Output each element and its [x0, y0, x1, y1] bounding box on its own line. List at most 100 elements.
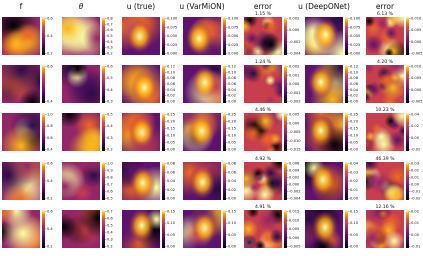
heatmap-panel	[244, 113, 282, 151]
heatmap-peak	[126, 19, 154, 54]
heatmap-blob	[388, 130, 404, 150]
heatmap-blob	[366, 35, 384, 54]
heatmap-peak	[188, 113, 216, 149]
colorbar-tick-label: -0.004	[289, 197, 301, 201]
heatmap-blob	[366, 162, 380, 173]
colorbar-tick-label: 0.000	[167, 52, 178, 56]
heatmap-panel	[366, 113, 404, 151]
colorbar-tick-label: 0.02	[411, 169, 419, 173]
colorbar-tick-label: -0.005	[411, 100, 423, 104]
colorbar-tick-label: 0.05	[228, 141, 236, 145]
heatmap-panel	[305, 17, 343, 55]
heatmap-panel	[122, 210, 160, 248]
heatmap-panel	[62, 162, 100, 200]
colorbar-tick-label: 0.000	[228, 52, 239, 56]
colorbar-tick-label: 0.06	[228, 82, 237, 86]
colorbar-tick-label: 0.005	[411, 76, 421, 80]
colorbar-tick-label: 0.4	[107, 40, 113, 44]
heatmap-panel	[366, 162, 404, 200]
heatmap-blob	[244, 123, 263, 143]
colorbar-tick-label: 0.15	[350, 127, 358, 131]
colorbar-tick-label: 0.015	[289, 210, 299, 214]
colorbar-tick-label: 0.5	[107, 224, 113, 228]
colorbar	[406, 210, 409, 248]
colorbar-tick-label: 0.04	[350, 162, 359, 166]
colorbar-tick-label: 0.08	[167, 162, 176, 166]
colorbar-tick-label: -0.005	[411, 52, 423, 56]
colorbar-tick-label: 0.3	[107, 238, 113, 242]
colorbar-tick-label: 0.10	[167, 221, 176, 225]
heatmap-blob	[2, 182, 37, 200]
heatmap-blob	[366, 65, 375, 74]
colorbar-tick-label: 0.000	[289, 183, 300, 187]
heatmap-blob	[244, 65, 264, 84]
heatmap-blob	[82, 23, 100, 53]
colorbar-tick-label: 0.15	[228, 210, 236, 214]
colorbar-tick-label: 0.050	[350, 34, 361, 38]
heatmap-blob	[78, 210, 100, 239]
colorbar-tick-label: 0.10	[350, 221, 359, 225]
heatmap-peak	[129, 165, 156, 200]
heatmap-peak	[307, 113, 335, 148]
colorbar-tick-label: 0.25	[350, 113, 358, 117]
colorbar-tick-label: 0.00	[350, 245, 359, 249]
colorbar-tick-label: 0.00	[167, 148, 176, 152]
colorbar-tick-label: 0.20	[167, 120, 176, 124]
colorbar-tick-label: 0.000	[289, 121, 300, 125]
heatmap-blob	[366, 17, 376, 28]
heatmap-blob	[244, 82, 252, 95]
colorbar-tick-label: 0.2	[47, 52, 53, 56]
heatmap-panel	[244, 17, 282, 55]
colorbar-tick-label: 0.010	[411, 17, 422, 21]
colorbar-tick-label: 1.0	[107, 162, 113, 166]
heatmap-blob	[249, 181, 260, 193]
heatmap-panel	[122, 162, 160, 200]
colorbar-tick-label: 0.2	[107, 245, 113, 249]
heatmap-peak	[131, 70, 158, 103]
heatmap-blob	[387, 185, 404, 200]
colorbar-tick-label: 0.006	[289, 162, 300, 166]
colorbar-tick-label: 0.2	[47, 197, 53, 201]
colorbar-tick-label: 0.20	[350, 120, 359, 124]
heatmap-panel	[366, 17, 404, 55]
colorbar-tick-label: 0.050	[167, 34, 178, 38]
colorbar-tick-label: 0.4	[107, 124, 113, 128]
heatmap-peak	[311, 210, 339, 245]
heatmap-blob	[244, 219, 259, 239]
column-header: u (true)	[127, 2, 155, 11]
heatmap-panel	[122, 113, 160, 151]
heatmap-blob	[244, 234, 258, 248]
heatmap-panel	[183, 210, 221, 248]
colorbar-tick-label: 0.4	[47, 148, 53, 152]
colorbar-tick-label: 0.05	[167, 141, 175, 145]
heatmap-panel	[183, 65, 221, 103]
colorbar-tick-label: 0.00	[228, 197, 237, 201]
colorbar	[284, 113, 287, 151]
heatmap-blob	[264, 75, 276, 86]
colorbar-tick-label: 0.4	[107, 231, 113, 235]
colorbar-tick-label: 0.5	[107, 113, 113, 117]
colorbar-tick-label: 0.5	[107, 197, 113, 201]
colorbar-tick-label: 0.04	[167, 179, 176, 183]
column-header: error	[254, 2, 273, 11]
colorbar-tick-label: 0.7	[107, 210, 113, 214]
heatmap-blob	[274, 113, 282, 122]
colorbar	[102, 65, 105, 103]
error-caption: 4.92 %	[255, 156, 272, 162]
colorbar-tick-label: 0.4	[47, 179, 53, 183]
heatmap-panel	[244, 210, 282, 248]
colorbar-tick-label: 0.00	[350, 148, 359, 152]
colorbar	[345, 210, 348, 248]
colorbar-tick-label: 0.00	[350, 197, 359, 201]
colorbar-tick-label: 0.01	[411, 221, 419, 225]
colorbar-tick-label: 0.3	[107, 100, 113, 104]
heatmap-panel	[183, 113, 221, 151]
colorbar-tick-label: 0.04	[228, 179, 237, 183]
colorbar-tick-label: 0.4	[47, 100, 53, 104]
colorbar-tick-label: 0.10	[167, 70, 176, 74]
heatmap-peak	[312, 17, 340, 52]
colorbar-tick-label: 0.04	[167, 88, 176, 92]
colorbar	[345, 17, 348, 55]
heatmap-peak	[309, 162, 337, 197]
